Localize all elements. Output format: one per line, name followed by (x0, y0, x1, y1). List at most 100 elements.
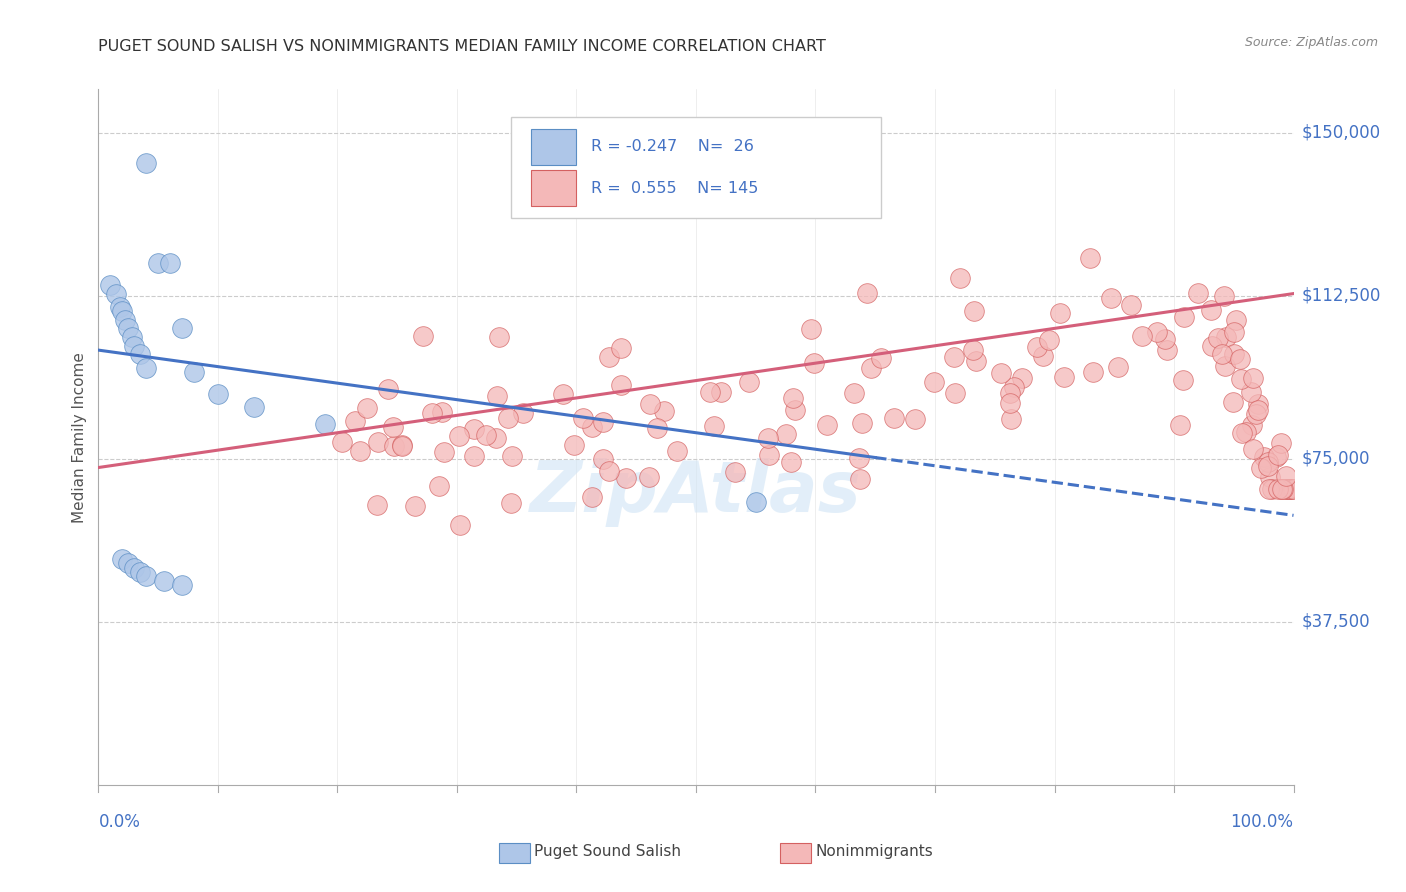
Point (449, 517, 471, 532)
Point (159, 256, 181, 270)
Point (498, 410, 520, 425)
Point (848, 472, 870, 486)
Point (1213, 289, 1236, 303)
Point (860, 361, 883, 376)
Point (1223, 346, 1246, 360)
Point (1211, 346, 1233, 360)
Point (780, 455, 803, 469)
Point (610, 377, 633, 392)
Point (963, 303, 986, 318)
Point (1275, 468, 1298, 483)
Point (1154, 332, 1177, 346)
Point (153, 574, 176, 588)
Point (924, 375, 946, 389)
Point (844, 385, 866, 400)
Point (1229, 351, 1251, 366)
Point (1279, 482, 1302, 496)
Point (377, 382, 399, 396)
Point (785, 403, 807, 417)
Point (592, 415, 614, 429)
Point (1206, 331, 1229, 345)
Point (1234, 425, 1257, 440)
Point (1002, 380, 1025, 394)
Point (1240, 417, 1263, 432)
Point (553, 386, 575, 401)
Point (391, 439, 413, 453)
Point (943, 350, 966, 364)
Point (1246, 403, 1268, 417)
Point (1000, 412, 1022, 426)
Point (848, 451, 870, 466)
Point (870, 351, 893, 365)
Point (598, 464, 620, 478)
Text: R =  0.555    N= 145: R = 0.555 N= 145 (591, 181, 758, 195)
Point (592, 451, 614, 466)
Point (652, 404, 675, 418)
Text: PUGET SOUND SALISH VS NONIMMIGRANTS MEDIAN FAMILY INCOME CORRELATION CHART: PUGET SOUND SALISH VS NONIMMIGRANTS MEDI… (98, 38, 827, 54)
Point (965, 354, 987, 368)
Point (1225, 313, 1247, 327)
Point (148, 256, 170, 270)
Point (349, 443, 371, 458)
Point (851, 416, 873, 430)
Point (1257, 458, 1279, 473)
FancyBboxPatch shape (510, 117, 882, 218)
Point (382, 439, 405, 453)
Point (427, 478, 450, 492)
Point (463, 422, 485, 436)
Point (1275, 482, 1298, 496)
Point (111, 304, 134, 318)
Point (124, 560, 146, 574)
Point (1223, 325, 1246, 339)
Point (1107, 360, 1129, 375)
Point (433, 445, 456, 459)
Point (344, 414, 367, 428)
Point (108, 300, 131, 314)
Point (962, 343, 984, 357)
Point (1250, 460, 1272, 475)
Point (699, 384, 721, 399)
Point (114, 312, 136, 326)
Point (366, 498, 388, 512)
Point (1173, 373, 1195, 387)
Point (610, 341, 633, 355)
Point (129, 565, 152, 579)
Point (1130, 329, 1153, 343)
Point (998, 396, 1021, 410)
Point (117, 556, 139, 570)
Point (1011, 371, 1033, 385)
Point (1026, 340, 1049, 354)
Point (1278, 482, 1301, 496)
Text: Nonimmigrants: Nonimmigrants (815, 845, 934, 859)
Point (1247, 396, 1270, 410)
Point (475, 428, 498, 442)
Point (463, 450, 485, 464)
Point (990, 367, 1012, 381)
Point (710, 384, 733, 399)
Point (1277, 482, 1299, 496)
Point (638, 396, 661, 410)
Text: $150,000: $150,000 (1302, 124, 1381, 142)
Point (330, 434, 353, 449)
Point (1038, 333, 1060, 347)
Point (412, 329, 434, 343)
Point (1032, 349, 1054, 363)
Point (485, 431, 508, 445)
Point (1261, 482, 1284, 496)
Text: $37,500: $37,500 (1302, 613, 1371, 631)
FancyBboxPatch shape (531, 128, 576, 165)
Point (207, 386, 229, 401)
Point (135, 569, 157, 583)
Point (1119, 298, 1142, 312)
Text: $75,000: $75,000 (1302, 450, 1371, 467)
Point (1222, 395, 1244, 409)
Point (420, 406, 443, 420)
Point (243, 400, 266, 414)
Text: $112,500: $112,500 (1302, 286, 1381, 305)
Point (501, 449, 523, 463)
Point (98, 277, 122, 292)
Point (1156, 343, 1178, 357)
Point (756, 431, 779, 445)
Point (1271, 482, 1294, 496)
Point (943, 386, 966, 401)
